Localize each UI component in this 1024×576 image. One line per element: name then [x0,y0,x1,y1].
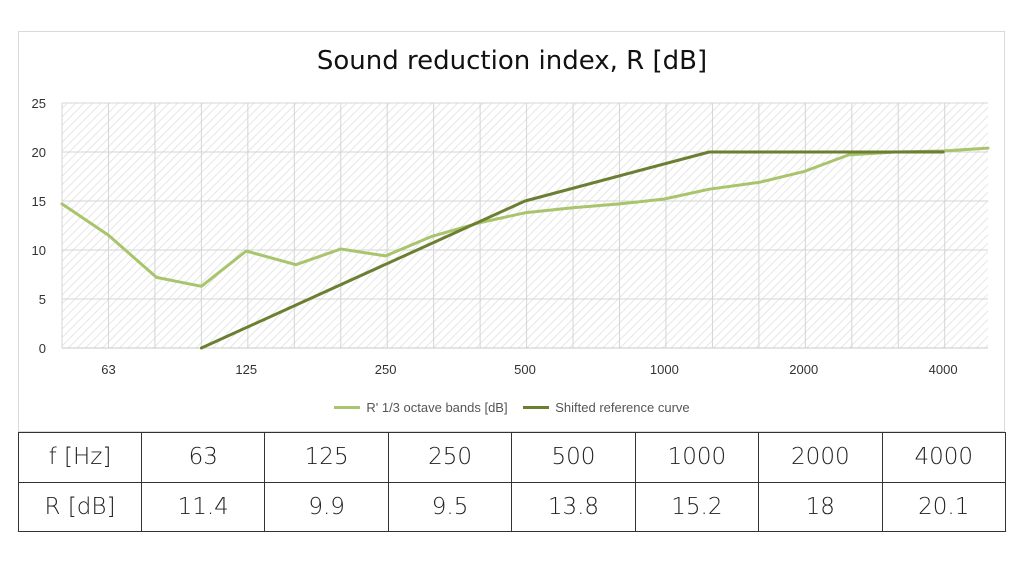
x-tick-label: 250 [375,362,397,377]
legend-swatch-measured [334,406,361,409]
x-tick-label: 500 [514,362,536,377]
table-cell: 500 [511,432,636,483]
x-tick-label: 4000 [929,362,958,377]
chart-legend: R' 1/3 octave bands [dB] Shifted referen… [0,397,1024,415]
plot-area [62,103,988,348]
table-cell: 20.1 [881,481,1007,532]
chart-title: Sound reduction index, R [dB] [316,46,708,76]
table-cell: 15.2 [634,481,760,532]
table-cell: 18 [758,481,883,532]
legend-swatch-reference [523,406,550,409]
legend-label-measured: R' 1/3 octave bands [dB] [366,400,508,415]
table-header-frequency: f [Hz] [18,432,142,483]
frequency-table: f [Hz] 63 125 250 500 1000 2000 4000 R [… [18,432,1007,532]
table-header-reduction: R [dB] [18,481,142,532]
y-tick-label: 10 [32,243,46,258]
table-cell: 9.5 [387,481,513,532]
table-cell: 4000 [881,432,1007,483]
table-cell: 9.9 [264,481,389,532]
table-cell: 1000 [634,432,760,483]
series-line-reference [199,150,945,350]
y-tick-label: 0 [39,341,46,356]
x-tick-label: 2000 [789,362,818,377]
legend-item-measured: R' 1/3 octave bands [dB] [334,400,508,415]
x-tick-label: 63 [101,362,115,377]
x-tick-label: 1000 [650,362,679,377]
y-tick-label: 20 [32,145,46,160]
table-cell: 2000 [758,432,883,483]
table-cell: 13.8 [511,481,636,532]
y-tick-label: 5 [39,292,46,307]
legend-label-reference: Shifted reference curve [555,400,690,415]
table-row-frequency: f [Hz] 63 125 250 500 1000 2000 4000 [18,432,1007,483]
x-tick-label: 125 [235,362,257,377]
series-line-measured [60,146,990,288]
y-tick-label: 15 [32,194,46,209]
table-cell: 250 [387,432,513,483]
table-row-reduction: R [dB] 11.4 9.9 9.5 13.8 15.2 18 20.1 [18,481,1007,532]
table-cell: 125 [264,432,389,483]
table-cell: 63 [140,432,266,483]
legend-item-reference: Shifted reference curve [523,400,690,415]
y-tick-label: 25 [32,96,46,111]
table-cell: 11.4 [140,481,266,532]
